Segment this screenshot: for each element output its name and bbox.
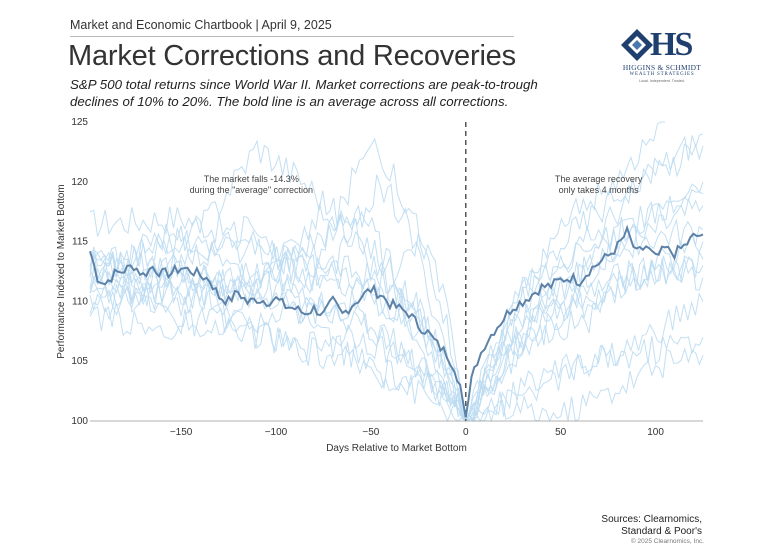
chart-subtitle: S&P 500 total returns since World War II… (70, 77, 538, 109)
correction-line-3 (89, 133, 704, 423)
sources-line-2: Standard & Poor's (621, 526, 702, 537)
annotation-2-line-1: The average recovery (555, 174, 643, 184)
y-tick-label-110: 110 (72, 296, 88, 307)
x-tick-label-6: 100 (647, 427, 664, 438)
x-tick-label-1: −150 (170, 427, 193, 438)
correction-line-8 (89, 174, 704, 423)
correction-line-12 (89, 232, 704, 423)
x-tick-label-5: 50 (555, 427, 567, 438)
y-tick-label-115: 115 (72, 237, 88, 248)
logo-monogram: HS (650, 26, 693, 63)
annotation-1-line-1: The market falls -14.3% (204, 174, 299, 184)
correction-line-11 (89, 189, 704, 423)
copyright-note: © 2025 Clearnomics, Inc. (630, 538, 704, 545)
chartbook-header: Market and Economic Chartbook | April 9,… (70, 18, 332, 32)
correction-line-10 (89, 293, 704, 423)
y-tick-label-125: 125 (71, 117, 88, 128)
x-tick-label-3: −50 (362, 427, 379, 438)
logo-name: HIGGINS & SCHMIDT (622, 63, 702, 72)
correction-line-6 (89, 223, 704, 422)
chart-annotations: The market falls -14.3%during the "avera… (190, 174, 643, 195)
correction-line-9 (89, 121, 665, 423)
x-tick-label-4: 0 (463, 427, 469, 438)
diamond-logo-icon (621, 29, 653, 61)
y-tick-label-100: 100 (71, 416, 88, 427)
sources-line-1: Sources: Clearnomics, (601, 514, 702, 525)
company-logo: HS HIGGINS & SCHMIDT WEALTH STRATEGIES L… (612, 26, 712, 96)
y-tick-label-105: 105 (71, 356, 88, 367)
correction-line-1 (89, 197, 704, 423)
logo-tagline: Local. Independent. Trusted. (639, 79, 685, 83)
sources-note: Sources: Clearnomics, Standard & Poor's (601, 514, 702, 538)
correction-recovery-chart: 100 105 110 115 120 125 −150 −100 −50 0 50 100 The… (56, 117, 704, 454)
header-divider (70, 36, 514, 37)
x-axis-ticks: −150 −100 −50 0 50 100 (170, 427, 665, 438)
chart-title: Market Corrections and Recoveries (68, 40, 516, 72)
y-axis-ticks: 100 105 110 115 120 125 (71, 117, 88, 427)
annotation-2-line-2: only takes 4 months (559, 185, 640, 195)
logo-subname: WEALTH STRATEGIES (629, 72, 695, 77)
correction-line-13 (89, 203, 704, 423)
individual-correction-lines (89, 121, 704, 423)
x-axis-label: Days Relative to Market Bottom (326, 443, 467, 454)
correction-line-2 (89, 253, 704, 422)
y-tick-label-120: 120 (71, 177, 88, 188)
average-correction-line (89, 224, 704, 418)
average-line-group (89, 224, 704, 418)
y-axis-label: Performance Indexed to Market Bottom (56, 184, 67, 359)
x-tick-label-2: −100 (265, 427, 288, 438)
annotation-1-line-2: during the "average" correction (190, 185, 313, 195)
correction-line-14 (89, 181, 704, 423)
